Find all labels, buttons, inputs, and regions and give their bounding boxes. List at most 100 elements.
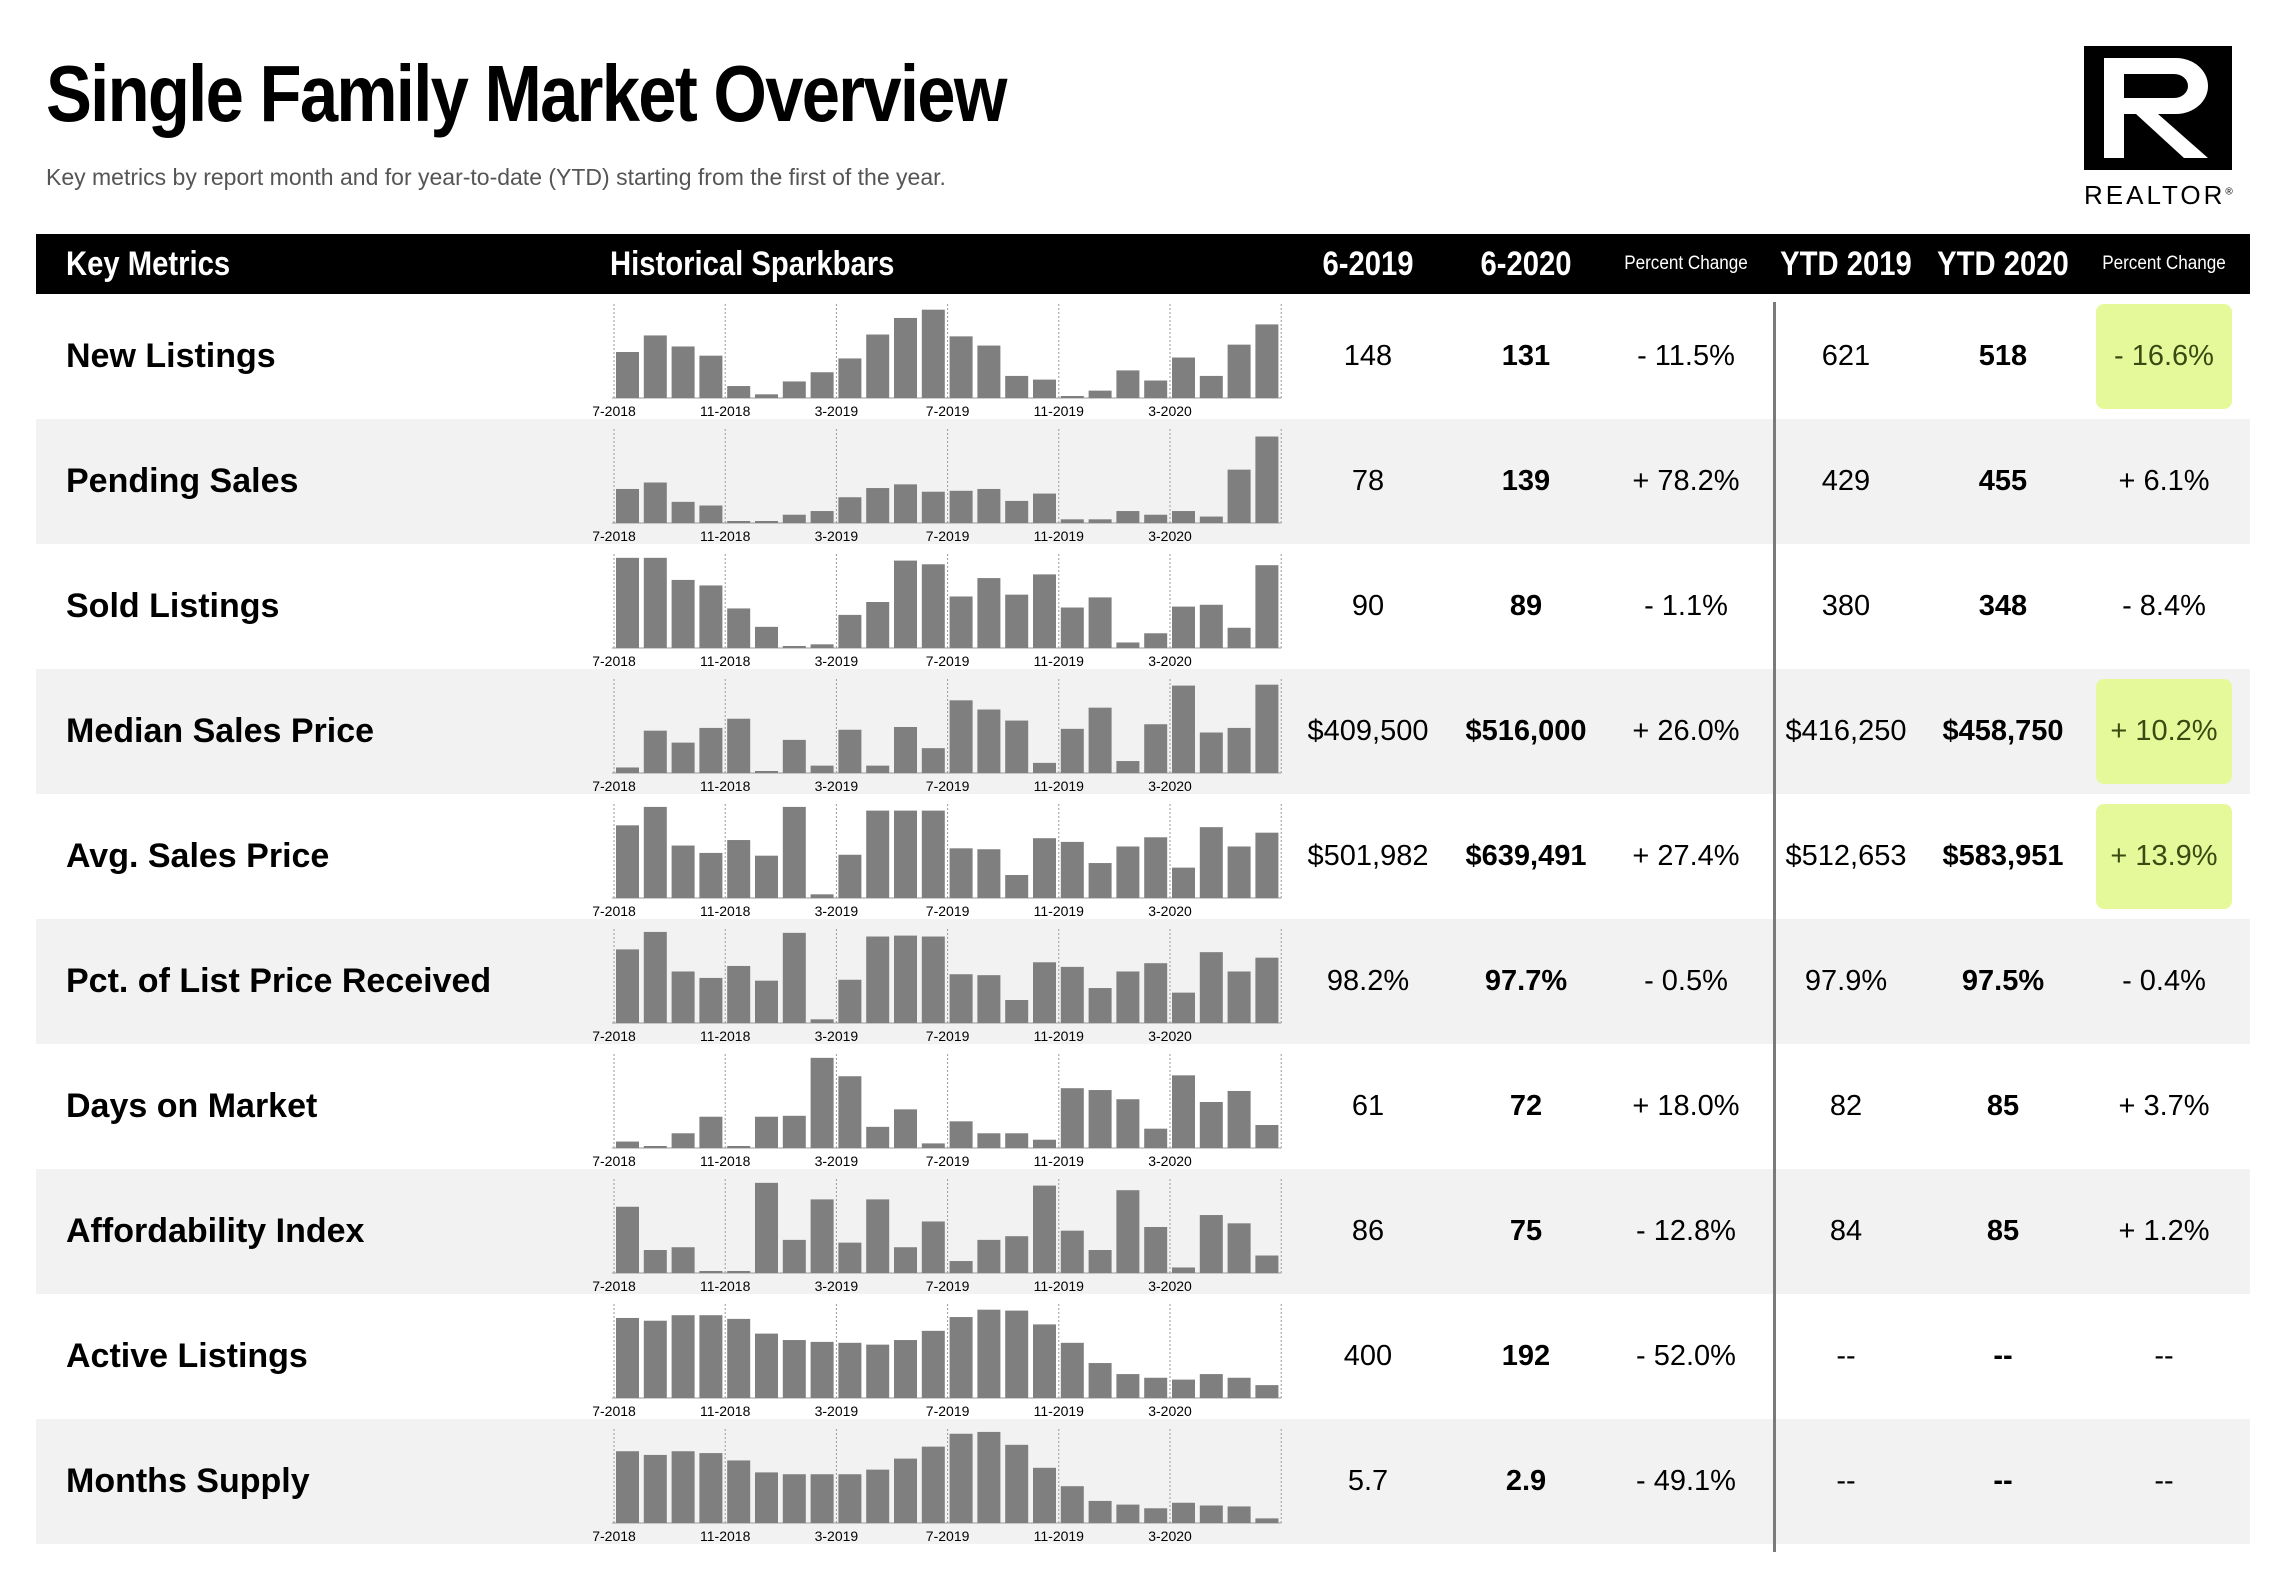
value-ytd-2019: 82	[1829, 1090, 1863, 1122]
sparkbar	[1005, 375, 1029, 398]
sparkbar	[1088, 1090, 1112, 1148]
sparkbar	[977, 488, 1001, 523]
metric-label: Avg. Sales Price	[66, 837, 330, 875]
sparkbar	[1088, 707, 1112, 773]
table-row: Days on Market 7-2018 11-2018 3-2019 7-2019 1…	[36, 1044, 2250, 1169]
sparkbar-tick-label: 11-2018	[700, 1278, 751, 1292]
value-ytd-2020: 518	[1978, 340, 2028, 372]
sparkbar	[949, 1121, 973, 1148]
sparkbar-tick-label: 11-2019	[1034, 653, 1085, 667]
sparkbar	[1088, 988, 1112, 1023]
sparkbar	[977, 1309, 1001, 1398]
sparkbar	[1172, 357, 1195, 398]
sparkbar-tick-label: 7-2018	[592, 528, 636, 542]
sparkbar	[977, 1133, 1001, 1148]
sparkbar	[838, 1342, 862, 1398]
sparkbar-tick-label: 11-2019	[1034, 1028, 1085, 1042]
sparkbar	[1060, 1342, 1084, 1398]
sparkbar	[727, 1318, 751, 1398]
sparkbar	[894, 1247, 917, 1273]
value-percent-change: - 49.1%	[1636, 1465, 1736, 1497]
sparkbar	[782, 514, 806, 523]
sparkbar	[1172, 685, 1195, 773]
sparkbar	[1172, 867, 1195, 898]
sparkbar	[810, 765, 834, 773]
value-ytd-2020: 85	[1986, 1090, 2020, 1122]
sparkbar-tick-label: 7-2019	[926, 1403, 970, 1417]
sparkbar-tick-label: 3-2020	[1148, 1028, 1192, 1042]
sparkbar-tick-label: 11-2019	[1034, 528, 1085, 542]
sparkbar	[894, 1340, 917, 1398]
sparkbar	[1255, 832, 1279, 898]
value-6-2020: 131	[1501, 340, 1551, 372]
sparkbar-tick-label: 3-2019	[815, 653, 859, 667]
value-ytd-percent-change: - 8.4%	[2122, 590, 2206, 622]
metric-label: Months Supply	[66, 1462, 310, 1500]
sparkbar	[921, 1330, 945, 1398]
sparkbar	[894, 935, 917, 1023]
sparkbar	[977, 849, 1001, 898]
metric-label: Active Listings	[66, 1337, 308, 1375]
sparkbar	[643, 1146, 667, 1148]
sparkbar	[616, 767, 639, 773]
sparkbar	[921, 1143, 945, 1148]
sparkbar	[949, 490, 973, 523]
change-highlight	[2096, 304, 2232, 409]
metric-label: Affordability Index	[66, 1212, 365, 1250]
value-ytd-2020: --	[1993, 1340, 2013, 1372]
sparkbar	[1144, 1508, 1168, 1523]
sparkbar	[1088, 390, 1112, 398]
sparkbar-tick-label: 11-2018	[700, 653, 751, 667]
sparkbar	[1199, 1215, 1223, 1273]
value-6-2019: $501,982	[1307, 840, 1429, 872]
sparkbar-chart: 7-2018 11-2018 3-2019 7-2019 11-2019 3-2020	[592, 1179, 1282, 1292]
sparkbar	[810, 1057, 834, 1148]
sparkbar-tick-label: 7-2019	[926, 528, 970, 542]
sparkbar	[1199, 1374, 1223, 1398]
sparkbar	[1172, 1379, 1195, 1398]
sparkbar	[671, 501, 695, 523]
sparkbar	[1088, 1363, 1112, 1398]
sparkbar-tick-label: 7-2018	[592, 1528, 636, 1542]
sparkbar	[1144, 1227, 1168, 1273]
sparkbar	[671, 971, 695, 1023]
page-subtitle: Key metrics by report month and for year…	[46, 164, 946, 190]
sparkbar-tick-label: 11-2018	[700, 778, 751, 792]
sparkbar	[866, 602, 890, 648]
sparkbar	[755, 1116, 778, 1148]
value-6-2019: 400	[1343, 1340, 1393, 1372]
sparkbar	[1005, 1236, 1029, 1273]
sparkbar	[1199, 516, 1223, 523]
value-ytd-2019: $512,653	[1785, 840, 1907, 872]
sparkbar	[1005, 1310, 1029, 1398]
sparkbar	[782, 1474, 806, 1523]
value-ytd-2019: 621	[1821, 340, 1871, 372]
sparkbar	[894, 1109, 917, 1148]
sparkbar	[977, 578, 1001, 648]
sparkbar	[921, 748, 945, 773]
sparkbar	[1255, 1518, 1279, 1523]
sparkbar	[1144, 1128, 1168, 1148]
sparkbar	[1172, 606, 1195, 648]
sparkbar	[1255, 1385, 1279, 1398]
sparkbar	[810, 644, 834, 648]
value-6-2019: $409,500	[1307, 715, 1429, 747]
sparkbar	[1199, 1505, 1223, 1523]
sparkbar	[1060, 396, 1084, 398]
sparkbar	[838, 497, 862, 523]
sparkbar	[1144, 514, 1168, 523]
sparkbar	[1088, 863, 1112, 898]
sparkbar	[1005, 594, 1029, 648]
sparkbar-tick-label: 3-2020	[1148, 528, 1192, 542]
sparkbar	[810, 1341, 834, 1398]
sparkbar	[755, 1472, 778, 1523]
sparkbar	[1060, 1088, 1084, 1148]
sparkbar	[671, 742, 695, 773]
sparkbar-tick-label: 7-2018	[592, 1153, 636, 1167]
sparkbar	[671, 1133, 695, 1148]
sparkbar	[810, 511, 834, 523]
sparkbar	[643, 1320, 667, 1398]
sparkbar	[866, 810, 890, 898]
table-row: Affordability Index 7-2018 11-2018 3-2019 7-…	[36, 1169, 2250, 1294]
sparkbar-tick-label: 3-2020	[1148, 403, 1192, 417]
